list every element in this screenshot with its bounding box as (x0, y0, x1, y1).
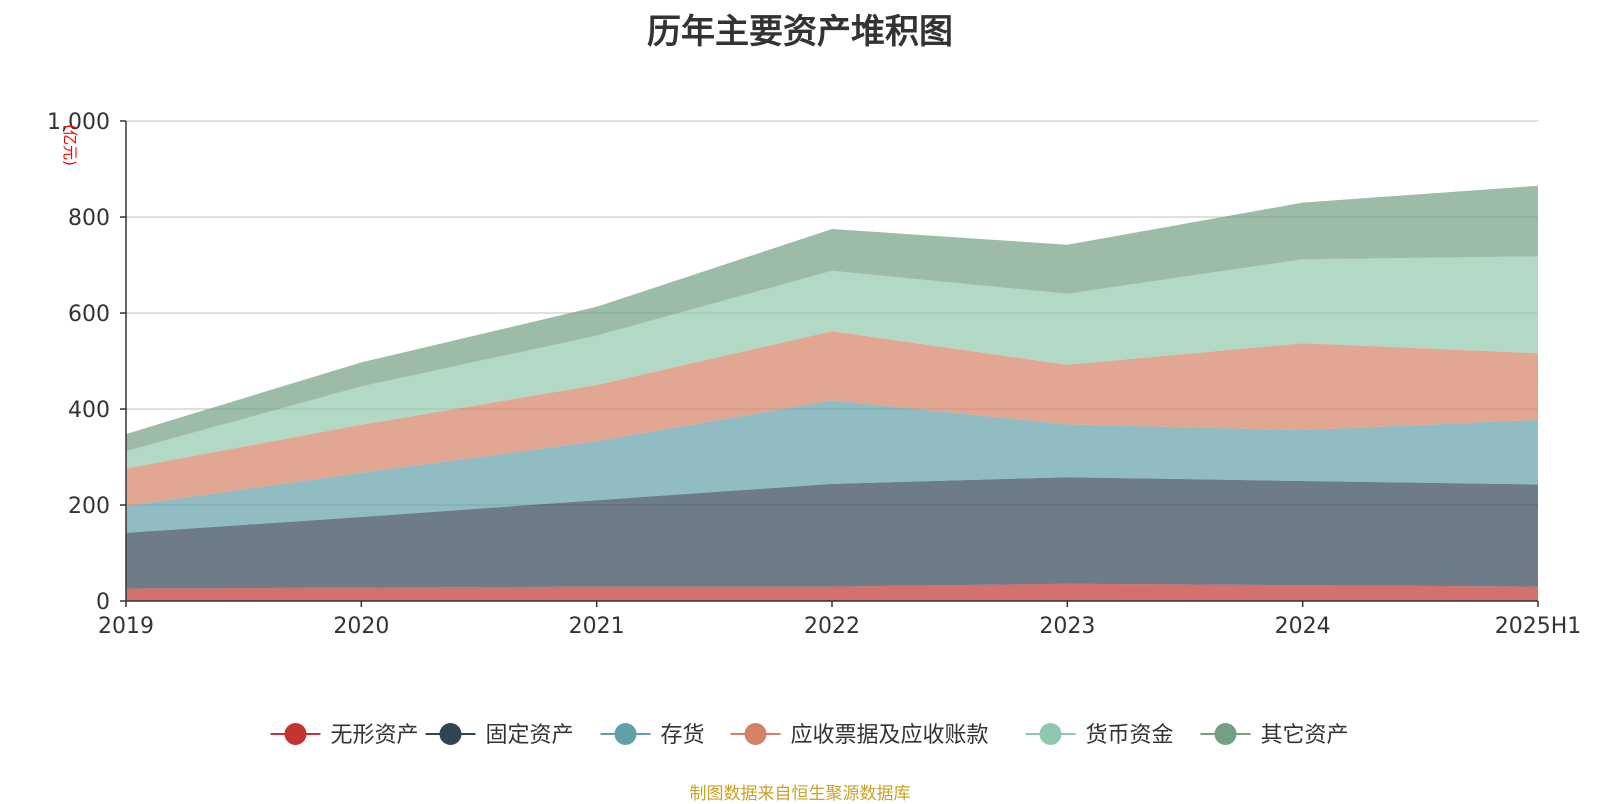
y-tick-label: 600 (68, 302, 110, 327)
legend-marker-icon (1214, 723, 1237, 745)
area-series-应收票据及应收账款 (126, 331, 1538, 506)
legend-label: 固定资产 (486, 723, 574, 748)
y-tick-label: 1,000 (47, 110, 110, 135)
area-series-无形资产 (126, 583, 1538, 601)
x-tick-label: 2022 (804, 614, 860, 639)
legend-item-其它资产[interactable]: 其它资产 (1200, 723, 1349, 748)
x-tick-label: 2024 (1275, 614, 1331, 639)
chart-title: 历年主要资产堆积图 (647, 12, 953, 52)
x-tick-label: 2019 (98, 614, 154, 639)
y-axis-unit-label: (亿元) (61, 124, 79, 166)
legend-marker-icon (614, 723, 637, 745)
area-series-固定资产 (126, 477, 1538, 589)
y-tick-label: 400 (68, 398, 110, 423)
legend-label: 无形资产 (331, 723, 419, 748)
x-tick-label: 2020 (333, 614, 389, 639)
area-series-存货 (126, 400, 1538, 533)
y-tick-label: 800 (68, 206, 110, 231)
area-series-其它资产 (126, 185, 1538, 452)
legend: 无形资产 固定资产 存货 应收票据及应收账款 货币资金 其它资产 (270, 723, 1349, 748)
legend-item-应收票据及应收账款[interactable]: 应收票据及应收账款 (730, 723, 989, 748)
x-tick-label: 2023 (1039, 614, 1095, 639)
source-note: 制图数据来自恒生聚源数据库 (689, 784, 911, 804)
y-tick-label: 200 (68, 494, 110, 519)
legend-label: 应收票据及应收账款 (791, 723, 989, 748)
area-series (126, 185, 1538, 601)
x-tick-label: 2021 (569, 614, 625, 639)
legend-marker-icon (439, 723, 462, 745)
legend-marker-icon (1039, 723, 1062, 745)
legend-label: 货币资金 (1086, 723, 1174, 748)
legend-marker-icon (744, 723, 767, 745)
y-tick-label: 0 (96, 590, 110, 615)
legend-label: 其它资产 (1261, 723, 1349, 748)
legend-item-存货[interactable]: 存货 (600, 723, 705, 748)
legend-item-无形资产[interactable]: 无形资产 (270, 723, 419, 748)
area-series-货币资金 (126, 256, 1538, 469)
legend-marker-icon (284, 723, 307, 745)
legend-label: 存货 (661, 723, 705, 748)
legend-item-货币资金[interactable]: 货币资金 (1025, 723, 1174, 748)
legend-item-固定资产[interactable]: 固定资产 (425, 723, 574, 748)
x-tick-label: 2025H1 (1495, 614, 1582, 639)
axes: 0 200 400 600 800 1,000 2019 2020 2021 2022 2023 20… (47, 110, 1581, 639)
